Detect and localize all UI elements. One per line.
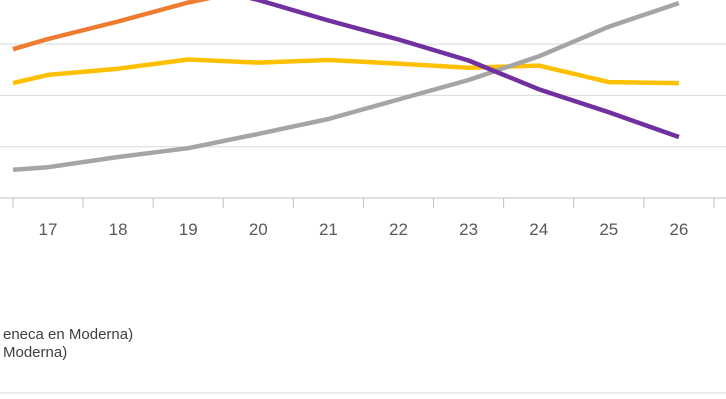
x-tick-label: 20 <box>249 220 268 239</box>
legend-entry-2: Moderna) <box>3 344 67 361</box>
x-tick-label: 21 <box>319 220 338 239</box>
x-tick-label: 18 <box>109 220 128 239</box>
legend: eneca en Moderna) Moderna) <box>0 326 726 394</box>
legend-entry-1: eneca en Moderna) <box>3 326 133 343</box>
x-tick-label: 19 <box>179 220 198 239</box>
series-lines <box>12 0 680 173</box>
x-tick-label: 25 <box>599 220 618 239</box>
x-tick-label: 22 <box>389 220 408 239</box>
gridlines <box>0 43 726 148</box>
series-line-5 <box>249 0 680 140</box>
series-line-4 <box>12 0 680 173</box>
x-tick-label: 17 <box>39 220 58 239</box>
x-axis: 17 18 19 20 21 22 23 24 25 26 <box>0 197 726 239</box>
x-tick-label: 26 <box>669 220 688 239</box>
series-line-2 <box>12 0 211 52</box>
x-tick-label: 23 <box>459 220 478 239</box>
series-line-3 <box>12 57 679 86</box>
x-tick-label: 24 <box>529 220 548 239</box>
